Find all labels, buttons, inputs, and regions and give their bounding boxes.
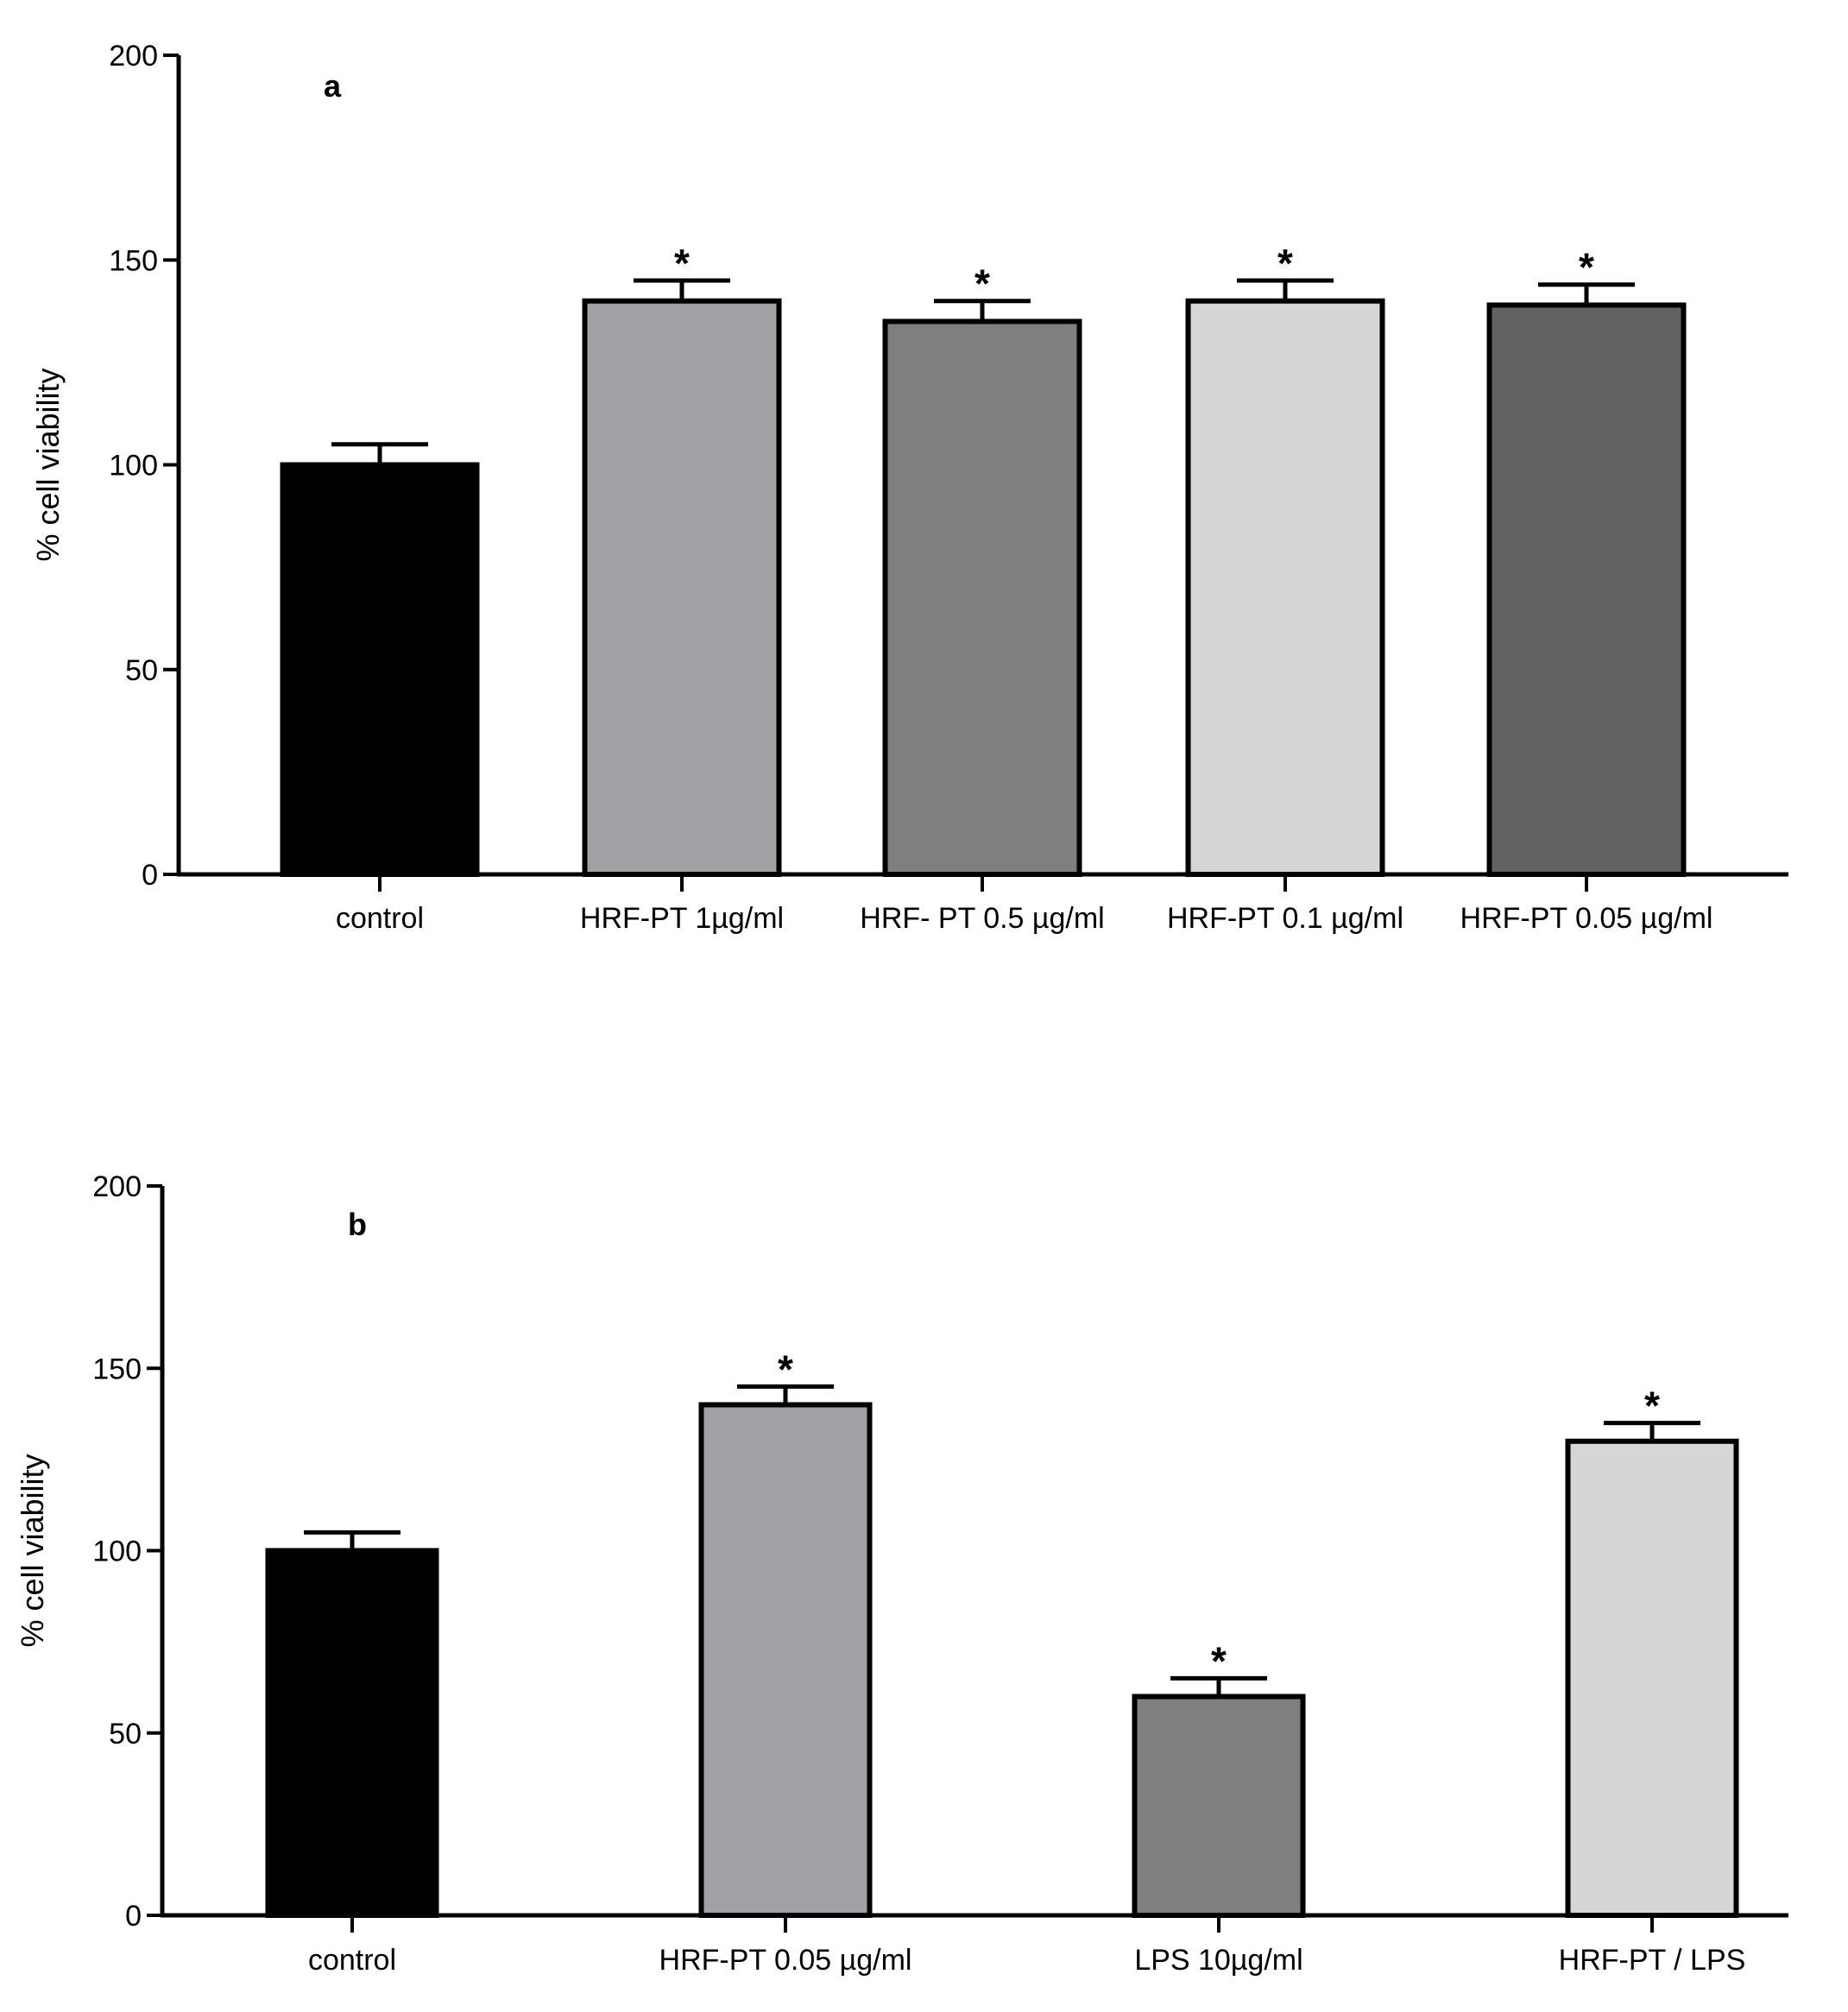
y-tick-label: 100	[92, 1536, 142, 1568]
y-tick-label: 150	[109, 244, 158, 277]
x-category-label: HRF-PT 0.1 µg/ml	[1167, 902, 1403, 935]
y-tick-label: 200	[109, 40, 158, 73]
y-tick-label: 200	[92, 1170, 142, 1203]
bar	[698, 1402, 873, 1918]
x-category-label: HRF-PT 1µg/ml	[580, 902, 784, 935]
significance-marker: *	[1211, 1638, 1227, 1683]
significance-marker: *	[1579, 245, 1594, 290]
significance-marker: *	[778, 1347, 793, 1391]
y-tick-label: 0	[142, 859, 158, 892]
x-category-label: control	[336, 902, 424, 935]
x-category-label: control	[308, 1944, 396, 1977]
bar	[265, 1548, 439, 1918]
bar	[882, 319, 1082, 877]
x-category-label: HRF- PT 0.5 µg/ml	[860, 902, 1104, 935]
x-category-label: HRF-PT 0.05 µg/ml	[1460, 902, 1713, 935]
bar	[280, 462, 480, 877]
x-category-label: HRF-PT 0.05 µg/ml	[659, 1944, 912, 1977]
y-tick-label: 150	[92, 1353, 142, 1385]
significance-marker: *	[974, 262, 990, 306]
significance-marker: *	[674, 241, 690, 286]
y-tick-label: 100	[109, 450, 158, 483]
bar	[1132, 1693, 1306, 1918]
y-axis-title: % cell viability	[30, 368, 66, 561]
bar	[1185, 298, 1385, 877]
significance-marker: *	[1644, 1384, 1660, 1429]
chart-panel-a: 0 50 100 150 200 % cell viability a control * HRF…	[30, 40, 1788, 935]
bar	[1486, 302, 1687, 877]
x-category-label: LPS 10µg/ml	[1134, 1944, 1302, 1977]
y-axis-title: % cell viability	[15, 1454, 50, 1647]
panel-letter: a	[324, 68, 342, 104]
y-tick-label: 50	[125, 654, 158, 687]
chart-panel-b: 0 50 100 150 200 % cell viability b control * HRF…	[15, 1170, 1788, 1977]
panel-letter: b	[348, 1207, 367, 1242]
y-tick-label: 50	[109, 1718, 142, 1750]
x-category-label: HRF-PT / LPS	[1559, 1944, 1746, 1977]
significance-marker: *	[1277, 241, 1293, 286]
bar	[1565, 1438, 1739, 1918]
bar	[582, 298, 782, 877]
y-tick-label: 0	[125, 1900, 142, 1933]
